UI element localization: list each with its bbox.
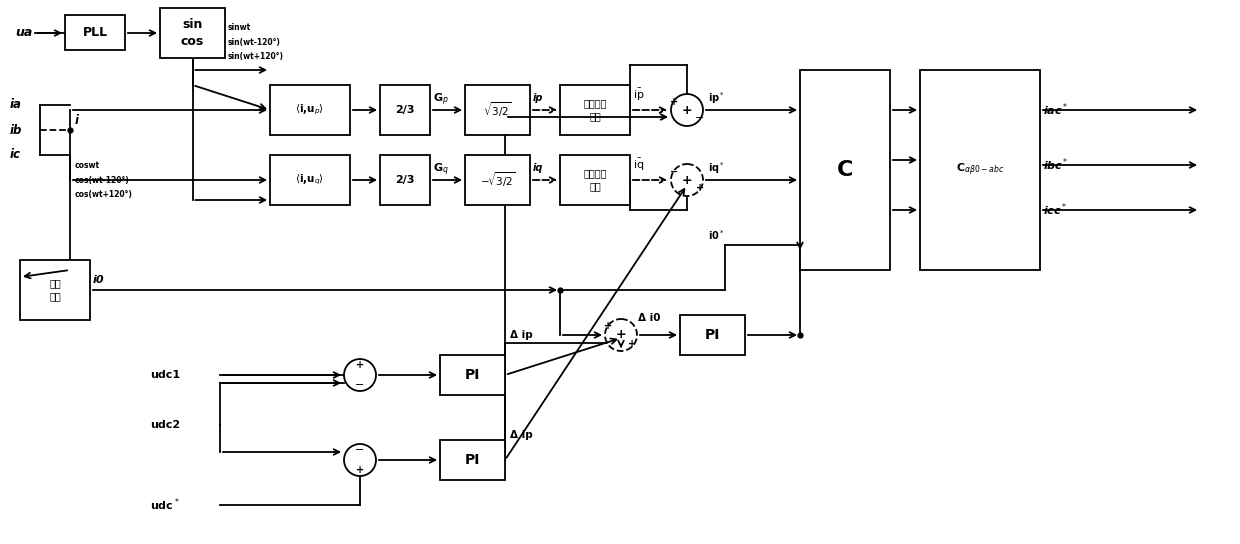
Text: +: +: [627, 339, 636, 349]
Text: G$_q$: G$_q$: [433, 162, 449, 178]
FancyBboxPatch shape: [440, 440, 505, 480]
Text: cos(wt+120°): cos(wt+120°): [74, 190, 133, 200]
Text: G$_p$: G$_p$: [433, 92, 449, 108]
Text: i: i: [74, 114, 79, 127]
Text: Δ i0: Δ i0: [639, 313, 661, 323]
Text: ib: ib: [10, 123, 22, 137]
Text: ic: ic: [10, 149, 21, 162]
FancyBboxPatch shape: [560, 85, 630, 135]
FancyBboxPatch shape: [920, 70, 1040, 270]
Text: +: +: [604, 321, 613, 331]
Text: ia: ia: [10, 98, 22, 112]
FancyBboxPatch shape: [465, 85, 529, 135]
Text: $\bar{\rm iq}$: $\bar{\rm iq}$: [632, 157, 645, 173]
Text: iq$^*$: iq$^*$: [708, 160, 725, 176]
Text: ua: ua: [15, 27, 32, 40]
Text: +: +: [682, 103, 692, 116]
FancyBboxPatch shape: [20, 260, 91, 320]
Text: ip$^*$: ip$^*$: [708, 90, 725, 106]
Text: $\bar{\rm ip}$: $\bar{\rm ip}$: [632, 87, 645, 103]
Text: +: +: [696, 183, 704, 193]
Text: $\langle$i,u$_p\rangle$: $\langle$i,u$_p\rangle$: [295, 103, 325, 117]
Text: −: −: [696, 113, 704, 123]
Text: sin(wt+120°): sin(wt+120°): [228, 52, 284, 60]
Text: i0$^*$: i0$^*$: [708, 228, 724, 242]
FancyBboxPatch shape: [379, 85, 430, 135]
Text: PI: PI: [704, 328, 720, 342]
FancyBboxPatch shape: [465, 155, 529, 205]
Circle shape: [605, 319, 637, 351]
Text: −: −: [670, 167, 678, 177]
FancyBboxPatch shape: [270, 155, 350, 205]
Text: 2/3: 2/3: [396, 105, 414, 115]
Circle shape: [343, 359, 376, 391]
Text: sinwt: sinwt: [228, 23, 252, 33]
Text: −: −: [356, 445, 365, 455]
Text: 2/3: 2/3: [396, 175, 414, 185]
Text: udc$^*$: udc$^*$: [150, 497, 180, 514]
Text: 移动平均
算法: 移动平均 算法: [583, 98, 606, 122]
Text: icc$^*$: icc$^*$: [1043, 202, 1068, 218]
Text: C$_{αβ0-abc}$: C$_{αβ0-abc}$: [956, 162, 1004, 178]
Text: 移动平均
算法: 移动平均 算法: [583, 169, 606, 191]
Text: PLL: PLL: [82, 26, 108, 39]
Text: udc1: udc1: [150, 370, 180, 380]
Circle shape: [671, 94, 703, 126]
Text: udc2: udc2: [150, 420, 180, 430]
Text: cos(wt-120°): cos(wt-120°): [74, 176, 130, 184]
Text: $\langle$i,u$_q\rangle$: $\langle$i,u$_q\rangle$: [295, 173, 325, 187]
Text: −: −: [356, 380, 365, 390]
Text: ip: ip: [533, 93, 543, 103]
Text: +: +: [682, 174, 692, 187]
Text: i0: i0: [93, 275, 104, 285]
FancyBboxPatch shape: [64, 15, 125, 50]
Text: sin(wt-120°): sin(wt-120°): [228, 38, 281, 46]
Text: ibc$^*$: ibc$^*$: [1043, 157, 1069, 174]
Text: iq: iq: [533, 163, 543, 173]
Text: $\sqrt{3/2}$: $\sqrt{3/2}$: [484, 101, 512, 119]
FancyBboxPatch shape: [160, 8, 224, 58]
FancyBboxPatch shape: [800, 70, 890, 270]
FancyBboxPatch shape: [560, 155, 630, 205]
FancyBboxPatch shape: [440, 355, 505, 395]
Text: iac$^*$: iac$^*$: [1043, 102, 1068, 118]
Text: Δ ip: Δ ip: [510, 430, 533, 440]
Circle shape: [671, 164, 703, 196]
Text: PI: PI: [465, 368, 480, 382]
Text: +: +: [616, 329, 626, 342]
Text: C: C: [837, 160, 853, 180]
FancyBboxPatch shape: [379, 155, 430, 205]
FancyBboxPatch shape: [270, 85, 350, 135]
Text: coswt: coswt: [74, 160, 100, 170]
Text: +: +: [356, 465, 365, 475]
Text: Δ ip: Δ ip: [510, 330, 533, 340]
Text: PI: PI: [465, 453, 480, 467]
FancyBboxPatch shape: [680, 315, 745, 355]
Text: +: +: [670, 97, 678, 107]
Text: +: +: [356, 360, 365, 370]
Text: $-\!\sqrt{3/2}$: $-\!\sqrt{3/2}$: [480, 171, 515, 189]
Circle shape: [343, 444, 376, 476]
Text: sin
cos: sin cos: [181, 18, 205, 48]
Text: 零序
提取: 零序 提取: [50, 279, 61, 301]
